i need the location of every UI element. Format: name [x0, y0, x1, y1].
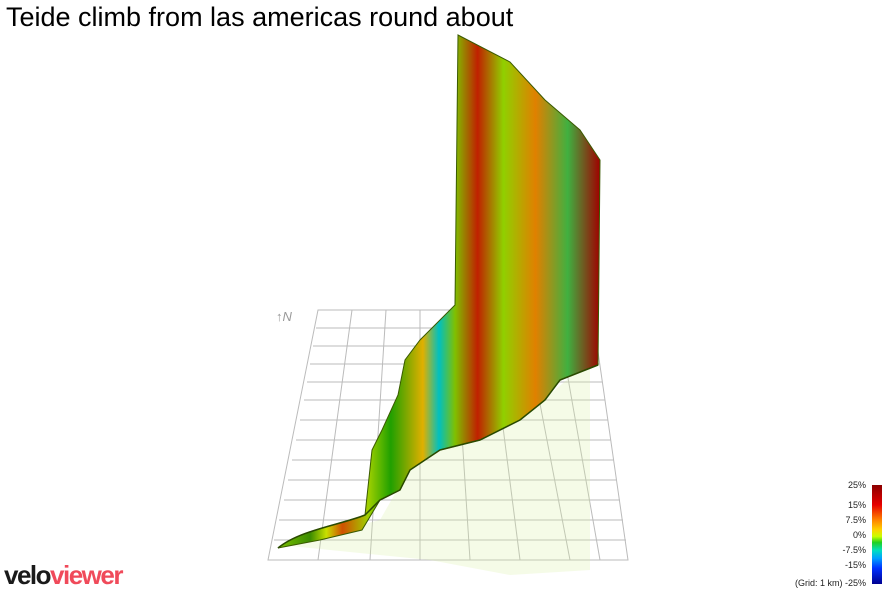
legend-label: 0%	[852, 530, 866, 540]
legend-label: -7.5%	[842, 545, 866, 555]
legend-label: -15%	[844, 560, 866, 570]
shadow-reflection	[280, 360, 590, 575]
legend-label: (Grid: 1 km) -25%	[794, 578, 866, 588]
veloviewer-logo[interactable]: veloviewer	[4, 560, 123, 590]
legend-label: 15%	[847, 500, 866, 510]
north-indicator: ↑N	[276, 309, 292, 324]
gradient-legend: 25% 15% 7.5% 0% -7.5% -15% (Grid: 1 km) …	[780, 480, 884, 592]
elevation-wall	[277, 34, 601, 549]
page-title: Teide climb from las americas round abou…	[6, 2, 514, 32]
gradient-color-bar	[872, 485, 882, 584]
legend-label: 7.5%	[845, 515, 866, 525]
legend-label: 25%	[847, 480, 866, 490]
north-arrow-icon: ↑	[276, 309, 283, 324]
